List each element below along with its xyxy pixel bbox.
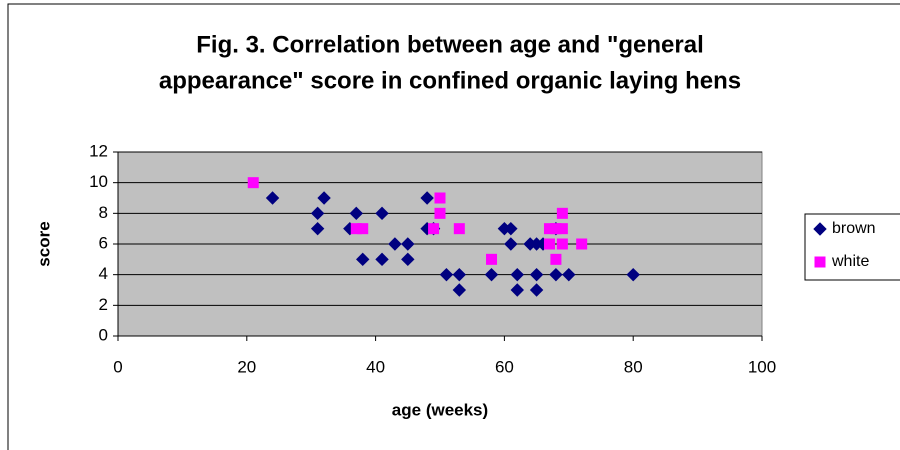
legend-label: brown [832,220,876,237]
point [550,253,562,265]
y-axis-title: score [34,221,53,266]
point [439,267,454,282]
point [510,283,524,297]
point [486,253,498,265]
point [556,223,568,235]
point [265,191,280,205]
y-tick-label: 8 [99,203,108,222]
x-axis-title: age (weeks) [392,400,488,419]
point [556,238,568,250]
y-tick-label: 6 [99,233,108,252]
point [428,223,440,235]
y-tick-label: 0 [99,325,108,344]
point [310,221,325,236]
point [453,223,465,235]
x-tick-label: 60 [495,357,514,376]
y-tick-label: 4 [99,264,108,283]
y-tick-label: 12 [89,141,108,160]
point [510,267,524,282]
point [504,221,518,236]
x-tick-label: 20 [237,357,256,376]
point [375,252,389,267]
x-tick-label: 40 [366,357,385,376]
chart-title: Fig. 3. Correlation between age and "gen… [196,31,704,58]
point [388,237,402,251]
point [420,191,434,205]
point [434,207,446,219]
point [434,192,446,204]
point [484,267,499,282]
point [562,267,576,282]
point [626,267,640,282]
point [576,238,588,250]
point [549,267,563,282]
point [529,267,544,282]
point [375,206,389,221]
y-tick-label: 10 [89,172,108,191]
x-tick-label: 80 [624,357,643,376]
point [317,191,331,205]
point [452,283,467,297]
point [349,206,363,221]
point [543,238,555,250]
point [357,223,369,235]
y-tick-label: 2 [99,295,108,314]
legend-marker [813,222,827,236]
point [401,237,415,251]
point [556,207,568,219]
legend-label: white [831,253,869,270]
point [401,252,415,267]
x-tick-label: 0 [113,357,122,376]
point [504,237,518,251]
legend-marker [814,256,826,268]
chart-title: appearance" score in confined organic la… [159,67,741,94]
point [310,206,325,221]
point [356,252,370,267]
point [247,177,259,189]
point [452,267,467,282]
x-tick-label: 100 [748,357,776,376]
point [529,283,544,297]
